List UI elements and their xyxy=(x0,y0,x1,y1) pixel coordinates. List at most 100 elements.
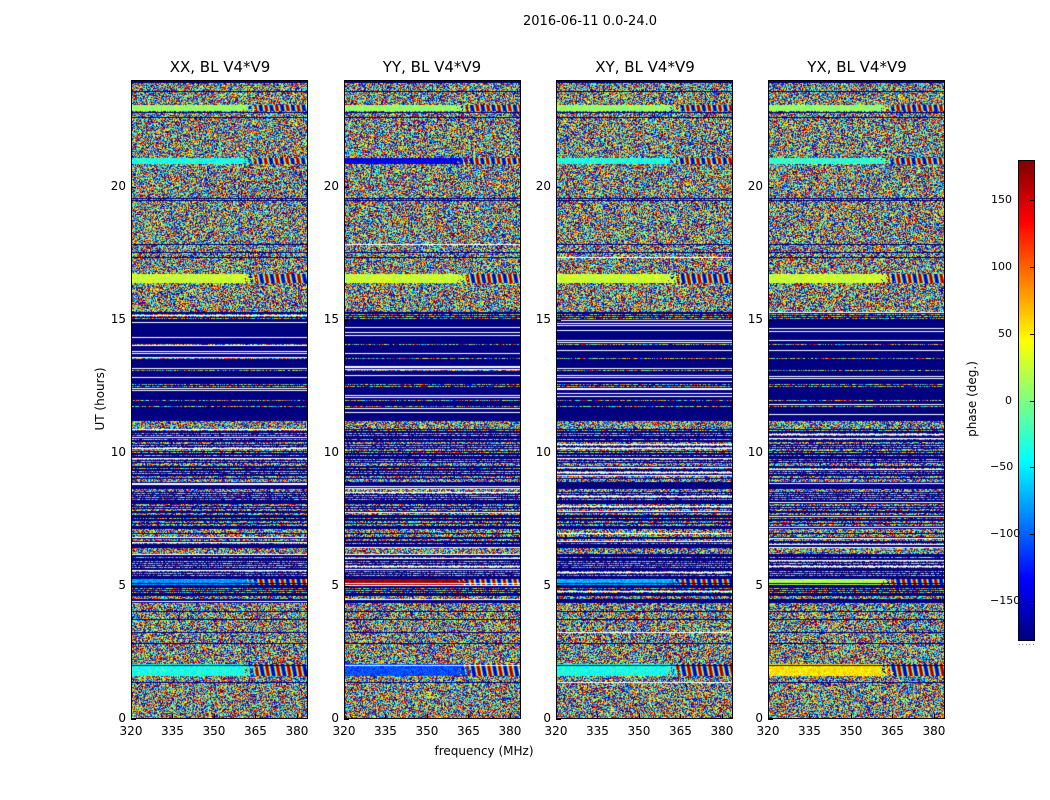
x-tick-label: 335 xyxy=(798,724,821,738)
x-tick-label: 380 xyxy=(922,724,946,738)
x-tick-label: 335 xyxy=(586,724,609,738)
y-tick-mark xyxy=(768,319,773,321)
colorbar-tick-label: −100 xyxy=(990,527,1021,541)
y-tick-label: 5 xyxy=(755,577,763,592)
heatmap-canvas-xx xyxy=(132,81,307,718)
x-tick-label: 320 xyxy=(332,724,356,738)
heatmap-canvas-xy xyxy=(557,81,732,718)
x-tick-mark xyxy=(933,714,935,719)
colorbar-overflow-marker: ..... xyxy=(1018,638,1036,647)
x-tick-mark xyxy=(680,714,682,719)
y-tick-label: 10 xyxy=(110,444,126,459)
x-tick-mark xyxy=(172,714,174,719)
y-tick-mark xyxy=(768,186,773,188)
x-tick-mark xyxy=(426,714,428,719)
y-tick-mark xyxy=(131,452,136,454)
colorbar-tick-mark xyxy=(1030,200,1035,202)
x-tick-mark xyxy=(638,714,640,719)
colorbar-tick-label: −50 xyxy=(990,460,1014,474)
panel-title-yx: YX, BL V4*V9 xyxy=(807,58,907,76)
y-tick-mark xyxy=(768,585,773,587)
colorbar-tick-mark xyxy=(1030,400,1035,402)
y-tick-mark xyxy=(556,719,561,720)
y-tick-mark xyxy=(344,319,349,321)
x-tick-mark xyxy=(556,714,557,719)
y-tick-label: 15 xyxy=(535,311,551,326)
x-tick-label: 365 xyxy=(881,724,904,738)
y-tick-label: 0 xyxy=(755,711,763,725)
y-tick-label: 10 xyxy=(747,444,763,459)
x-tick-mark xyxy=(385,714,387,719)
y-tick-label: 15 xyxy=(110,311,126,326)
y-tick-mark xyxy=(556,585,561,587)
x-tick-label: 365 xyxy=(669,724,692,738)
x-tick-label: 320 xyxy=(119,724,143,738)
y-tick-mark xyxy=(768,452,773,454)
x-tick-label: 335 xyxy=(161,724,184,738)
y-tick-label: 20 xyxy=(747,178,763,193)
y-tick-label: 15 xyxy=(323,311,339,326)
y-tick-label: 5 xyxy=(118,577,126,592)
heatmap-panel-xx xyxy=(131,80,308,719)
y-tick-label: 10 xyxy=(323,444,339,459)
colorbar-tick-mark xyxy=(1030,333,1035,335)
y-tick-label: 5 xyxy=(543,577,551,592)
y-tick-mark xyxy=(344,585,349,587)
y-tick-label: 0 xyxy=(331,711,339,725)
x-tick-mark xyxy=(213,714,215,719)
x-axis-label: frequency (MHz) xyxy=(434,744,534,758)
y-tick-mark xyxy=(768,719,773,720)
x-tick-label: 350 xyxy=(202,724,226,738)
x-tick-mark xyxy=(509,714,511,719)
colorbar-tick-mark xyxy=(1030,266,1035,268)
panel-title-yy: YY, BL V4*V9 xyxy=(382,58,482,76)
x-tick-mark xyxy=(597,714,599,719)
x-tick-label: 350 xyxy=(627,724,651,738)
y-axis-label: UT (hours) xyxy=(93,367,107,431)
heatmap-panel-yy xyxy=(344,80,521,719)
x-tick-label: 350 xyxy=(839,724,863,738)
x-tick-mark xyxy=(255,714,257,719)
x-tick-label: 380 xyxy=(710,724,734,738)
x-tick-mark xyxy=(468,714,470,719)
heatmap-canvas-yx xyxy=(769,81,944,718)
colorbar-tick-mark xyxy=(1030,467,1035,469)
x-tick-mark xyxy=(768,714,769,719)
y-tick-mark xyxy=(344,186,349,188)
colorbar-tick-label: −150 xyxy=(990,593,1021,607)
colorbar-tick-label: 50 xyxy=(998,326,1012,340)
colorbar-label: phase (deg.) xyxy=(965,361,979,437)
x-tick-mark xyxy=(296,714,298,719)
x-tick-label: 365 xyxy=(457,724,480,738)
y-tick-label: 15 xyxy=(747,311,763,326)
y-tick-label: 10 xyxy=(535,444,551,459)
y-tick-mark xyxy=(131,585,136,587)
x-tick-mark xyxy=(892,714,894,719)
x-tick-label: 350 xyxy=(415,724,439,738)
y-tick-label: 20 xyxy=(323,178,339,193)
colorbar-tick-label: 100 xyxy=(991,259,1012,273)
y-tick-mark xyxy=(556,452,561,454)
colorbar-tick-mark xyxy=(1030,600,1035,602)
y-tick-label: 0 xyxy=(543,711,551,725)
x-tick-label: 365 xyxy=(244,724,267,738)
x-tick-label: 335 xyxy=(374,724,397,738)
x-tick-mark xyxy=(344,714,345,719)
y-tick-label: 5 xyxy=(331,577,339,592)
x-tick-label: 380 xyxy=(498,724,522,738)
panel-title-xy: XY, BL V4*V9 xyxy=(595,58,695,76)
heatmap-canvas-yy xyxy=(345,81,520,718)
heatmap-panel-yx xyxy=(768,80,945,719)
colorbar-tick-label: 0 xyxy=(1005,393,1012,407)
x-tick-mark xyxy=(809,714,811,719)
chart-title: 2016-06-11 0.0-24.0 xyxy=(523,14,657,29)
y-tick-label: 0 xyxy=(118,711,126,725)
y-tick-mark xyxy=(131,186,136,188)
y-tick-mark xyxy=(344,719,349,720)
heatmap-panel-xy xyxy=(556,80,733,719)
x-tick-label: 380 xyxy=(285,724,309,738)
x-tick-mark xyxy=(850,714,852,719)
x-tick-label: 320 xyxy=(544,724,568,738)
y-tick-mark xyxy=(344,452,349,454)
y-tick-mark xyxy=(556,186,561,188)
